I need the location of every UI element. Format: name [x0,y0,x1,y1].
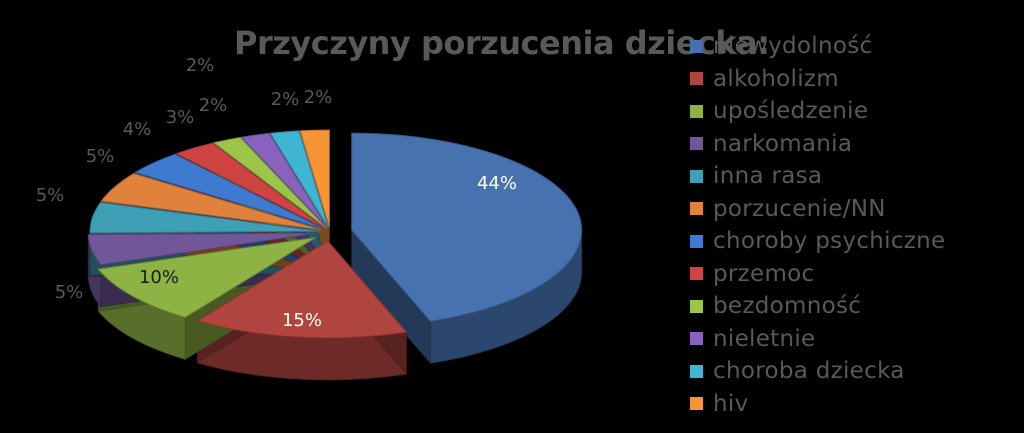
data-label-0: 44% [477,173,517,194]
legend-label: alkoholizm [713,65,839,92]
legend-swatch [690,267,703,281]
legend-swatch [690,104,703,118]
slice-4 [89,201,321,234]
legend-swatch [690,137,703,151]
legend-item: porzucenie/NN [690,193,946,226]
legend-swatch [690,397,703,411]
legend-label: nieletnie [713,325,816,352]
legend-item: alkoholizm [690,63,946,96]
data-label-4: 5% [36,185,65,206]
legend-item: inna rasa [690,160,946,193]
legend-label: przemoc [713,260,815,287]
legend-item: choroba dziecka [690,355,946,388]
slice-2 [97,236,316,318]
legend-swatch [690,169,703,183]
legend-item: hiv [690,388,946,421]
legend-item: przemoc [690,258,946,291]
slice-8 [212,136,327,228]
data-label-1: 15% [282,310,322,331]
data-label-6: 4% [123,119,152,140]
slice-9 [240,132,328,228]
slice-3 [87,232,319,266]
legend-label: inna rasa [713,163,823,190]
chart-legend: niewydolność alkoholizm upośledzenie narkom… [690,30,946,420]
data-label-10: 2% [271,89,300,110]
legend-label: narkomania [713,130,853,157]
data-label-9: 2% [186,55,215,76]
slice-0 [351,132,583,322]
chart-title: Przyczyny porzucenia dziecka: [234,24,770,62]
legend-swatch [690,234,703,248]
legend-label: bezdomność [713,293,862,320]
slice-6 [134,153,323,230]
legend-item: bezdomność [690,290,946,323]
legend-swatch [690,39,703,53]
data-label-7: 3% [166,107,195,128]
slice-11 [299,129,330,228]
data-label-5: 5% [86,146,115,167]
legend-swatch [690,202,703,216]
legend-swatch [690,332,703,346]
legend-label: upośledzenie [713,98,869,125]
slice-10 [269,130,329,228]
legend-item: nieletnie [690,323,946,356]
legend-label: porzucenie/NN [713,195,886,222]
slice-7 [175,142,325,229]
legend-label: choroba dziecka [713,358,905,385]
legend-label: hiv [713,390,749,417]
legend-label: niewydolność [713,33,873,60]
legend-swatch [690,299,703,313]
legend-item: upośledzenie [690,95,946,128]
slice-1 [196,240,408,339]
data-label-11: 2% [304,87,333,108]
legend-swatch [690,72,703,86]
legend-item: niewydolność [690,30,946,63]
data-label-3: 5% [55,282,84,303]
data-label-8: 2% [199,95,228,116]
legend-item: narkomania [690,128,946,161]
legend-swatch [690,364,703,378]
legend-item: choroby psychiczne [690,225,946,258]
data-label-2: 10% [139,267,179,288]
legend-label: choroby psychiczne [713,228,946,255]
slice-5 [100,172,322,231]
